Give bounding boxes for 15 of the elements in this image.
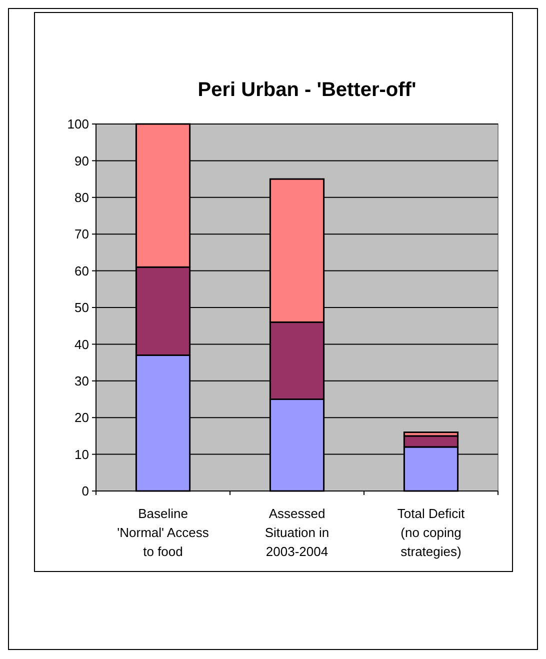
x-tick-label: Baseline 'Normal' Access to food [117, 506, 210, 559]
y-tick-label: 0 [82, 484, 89, 499]
y-tick-label: 70 [74, 226, 89, 242]
y-tick-label: 80 [74, 190, 89, 205]
x-tick-label: Total Deficit (no coping strategies) [397, 506, 465, 559]
chart-title: Peri Urban - 'Better-off' [198, 79, 416, 101]
y-tick-label: 30 [74, 373, 89, 388]
x-tick-label: Assessed Situation in 2003-2004 [264, 506, 330, 559]
y-tick-label: 10 [74, 446, 89, 462]
y-tick-label: 100 [67, 116, 89, 132]
y-tick-label: 90 [74, 153, 89, 168]
y-tick-label: 20 [74, 410, 89, 426]
y-tick-label: 50 [74, 300, 89, 316]
y-tick-label: 40 [74, 336, 89, 352]
y-tick-label: 60 [74, 263, 89, 278]
